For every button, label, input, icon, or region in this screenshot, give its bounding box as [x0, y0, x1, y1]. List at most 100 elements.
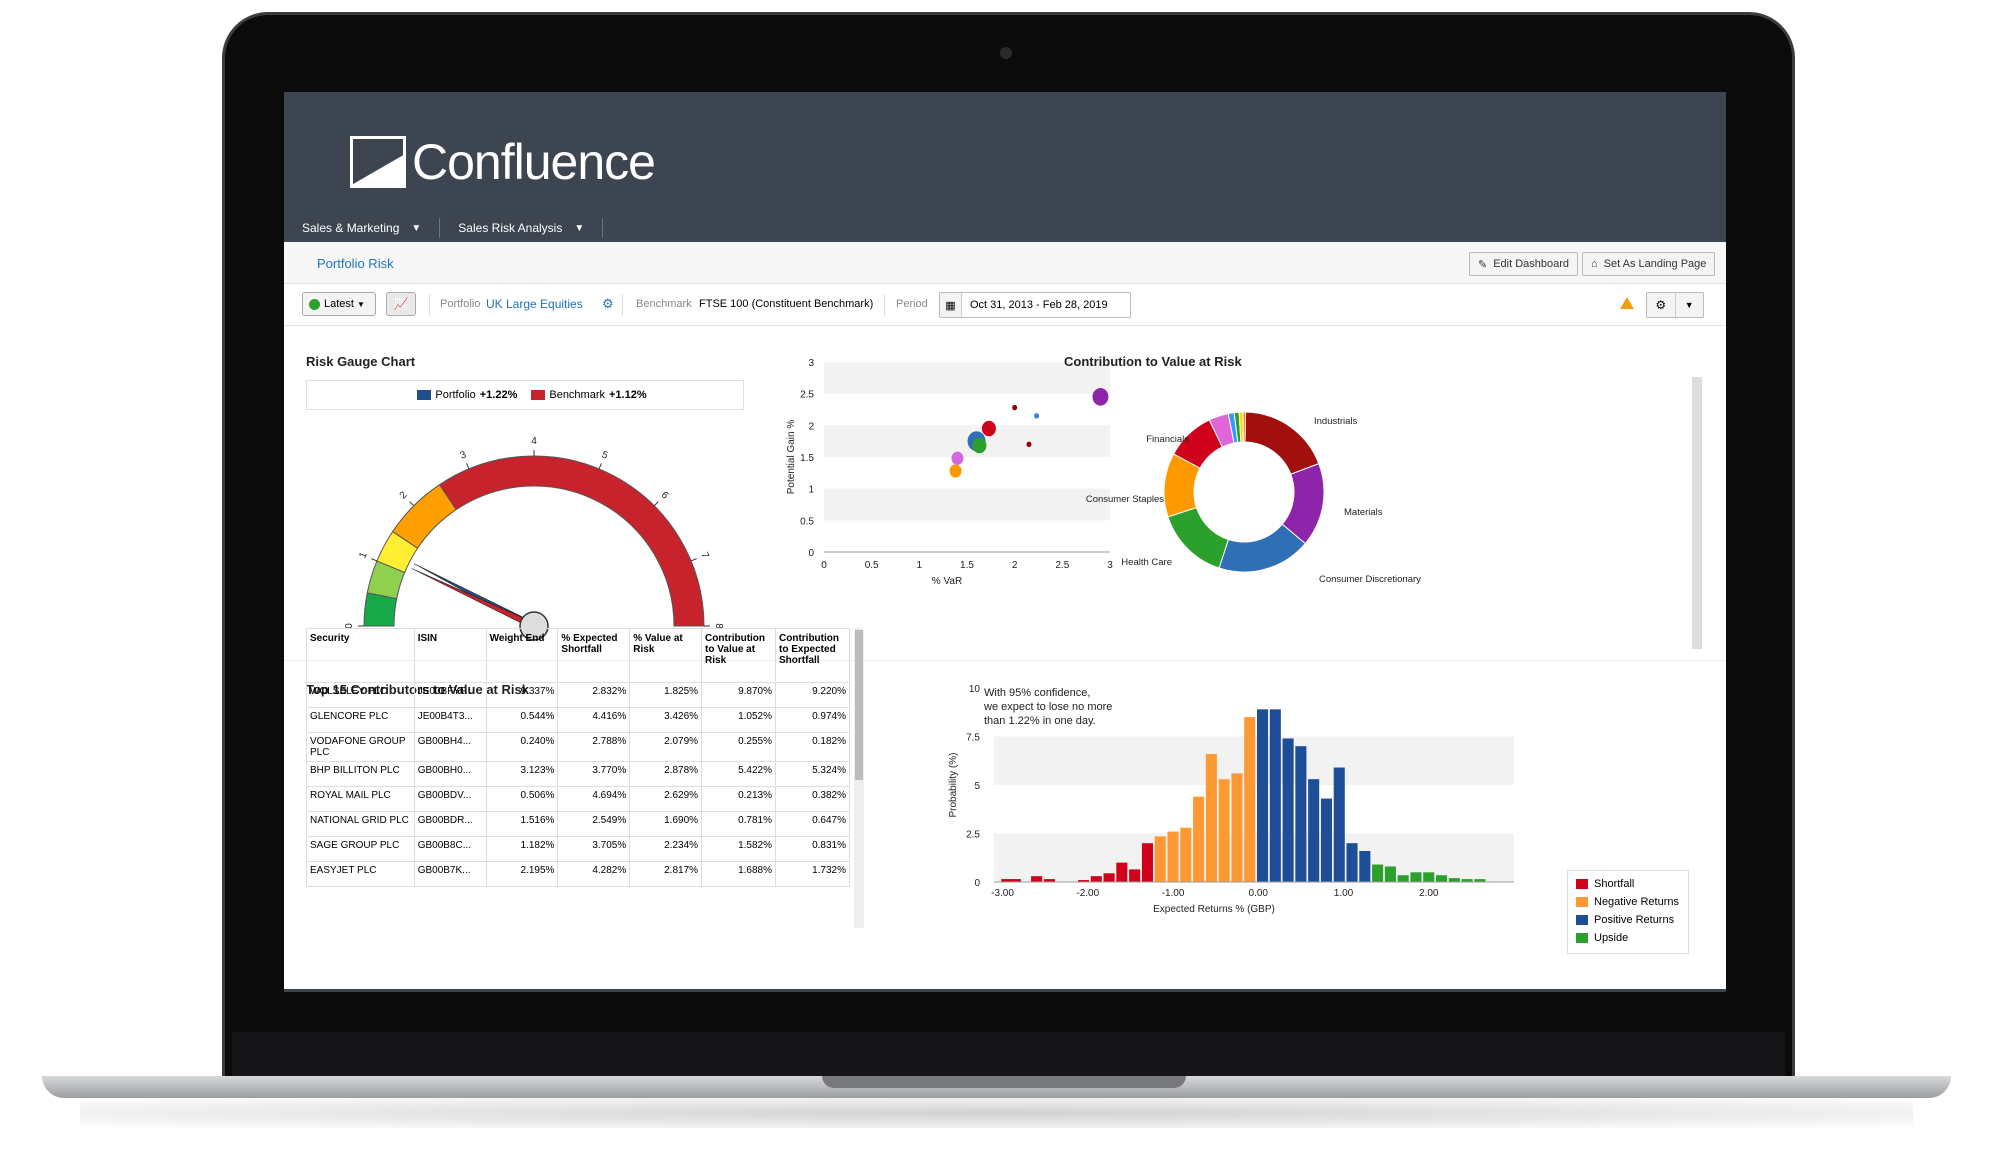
portfolio-label: Portfolio	[440, 298, 481, 310]
cell-isin: GB00BDV...	[413, 786, 487, 812]
settings-dropdown[interactable]: ⚙ ▼	[1646, 292, 1704, 318]
note-line: we expect to lose no more	[984, 701, 1113, 713]
scatter-point	[951, 451, 964, 465]
histogram-bar	[1141, 843, 1153, 882]
bezel-bottom	[232, 1032, 1785, 1080]
gauge-tick-label: 8	[713, 623, 724, 629]
edit-dashboard-button[interactable]: ✎ Edit Dashboard	[1469, 252, 1579, 276]
donut-scrollbar[interactable]	[1692, 377, 1702, 649]
cell-contrib-var: 5.422%	[701, 761, 776, 787]
gauge-tick-label: 2	[398, 489, 410, 501]
legend-item[interactable]: Negative Returns	[1576, 893, 1680, 911]
gauge-tick	[466, 463, 470, 470]
cell-es: 4.282%	[557, 861, 631, 887]
x-tick-label: 0.5	[865, 560, 879, 571]
y-axis-label: Probability (%)	[948, 752, 959, 817]
cell-es: 4.416%	[557, 707, 631, 733]
cell-es: 2.788%	[557, 732, 631, 762]
cell-contrib-var: 1.052%	[701, 707, 776, 733]
cell-contrib-var: 1.582%	[701, 836, 776, 862]
nav-item-sales-marketing[interactable]: Sales & Marketing ▼	[284, 218, 441, 238]
cell-contrib-var: 0.213%	[701, 786, 776, 812]
caret-down-icon: ▼	[356, 299, 365, 309]
set-landing-label: Set As Landing Page	[1603, 258, 1707, 270]
table-row[interactable]: BHP BILLITON PLC GB00BH0... 3.123% 3.770…	[306, 761, 850, 787]
portfolio-selector[interactable]: UK Large Equities	[486, 297, 583, 311]
cell-weight: 0.544%	[485, 707, 559, 733]
x-tick-label: -2.00	[1076, 888, 1099, 899]
line-chart-icon: 📈	[393, 297, 409, 311]
risk-gauge-chart: 0 1 2 3 4 5 6 7 8	[344, 436, 724, 641]
gauge-tick	[409, 501, 415, 507]
y-tick-label: 5	[974, 781, 980, 792]
cell-contrib-es: 0.647%	[775, 811, 850, 837]
chart-view-button[interactable]: 📈	[386, 292, 416, 316]
y-tick-label: 2	[808, 421, 814, 432]
brand-logo[interactable]: Confluence	[350, 132, 656, 192]
cell-security: GLENCORE PLC	[306, 707, 415, 733]
col-value-at-risk[interactable]: % Value at Risk	[629, 628, 703, 683]
histogram-bar	[1410, 872, 1422, 882]
histogram-bar	[1090, 876, 1102, 882]
table-row[interactable]: SAGE GROUP PLC GB00B8C... 1.182% 3.705% …	[306, 836, 850, 862]
upside-swatch	[1576, 933, 1588, 943]
col-isin[interactable]: ISIN	[413, 628, 487, 683]
histogram-bar	[1231, 773, 1243, 882]
cell-contrib-es: 0.831%	[775, 836, 850, 862]
histogram-bar	[1193, 796, 1205, 882]
legend-item[interactable]: Shortfall	[1576, 875, 1680, 893]
contribution-donut-chart: Industrials Materials Consumer Discretiona…	[1086, 411, 1421, 585]
cell-security: VODAFONE GROUP PLC	[306, 732, 415, 762]
warning-icon[interactable]	[1620, 297, 1634, 309]
cell-contrib-es: 0.974%	[775, 707, 850, 733]
histogram-bar	[1448, 878, 1460, 882]
legend-item[interactable]: Upside	[1576, 929, 1680, 947]
cell-es: 3.770%	[557, 761, 631, 787]
donut-slice-label: Health Care	[1121, 557, 1172, 568]
legend-item[interactable]: Positive Returns	[1576, 911, 1680, 929]
benchmark-label: Benchmark	[636, 298, 692, 310]
set-landing-page-button[interactable]: ⌂ Set As Landing Page	[1582, 252, 1716, 276]
gauge-title: Risk Gauge Chart	[306, 354, 416, 369]
cell-weight: 2.195%	[485, 861, 559, 887]
note-line: With 95% confidence,	[984, 687, 1091, 699]
nav-item-label: Sales Risk Analysis	[458, 221, 563, 235]
page-title[interactable]: Portfolio Risk	[317, 256, 394, 271]
table-row[interactable]: VODAFONE GROUP PLC GB00BH4... 0.240% 2.7…	[306, 732, 850, 762]
latest-dropdown[interactable]: Latest ▼	[302, 292, 376, 316]
period-date-picker[interactable]: ▦ Oct 31, 2013 - Feb 28, 2019	[939, 292, 1131, 318]
col-weight-end[interactable]: Weight End	[485, 628, 559, 683]
table-scrollbar-thumb[interactable]	[855, 630, 863, 780]
cell-contrib-var: 0.781%	[701, 811, 776, 837]
col-security[interactable]: Security	[306, 628, 415, 683]
scatter-chart: 0 0.5 1 1.5 2 2.5 3 0 0.5 1 1.5 2 2.5 3 % VaR Potential…	[786, 358, 1113, 587]
table-scrollbar[interactable]	[854, 628, 864, 928]
table-row[interactable]: NATIONAL GRID PLC GB00BDR... 1.516% 2.54…	[306, 811, 850, 837]
cell-security: SAGE GROUP PLC	[306, 836, 415, 862]
table-row[interactable]: WOLSELEY PLC JE00BFYF... 9.337% 2.832% 1…	[306, 682, 850, 708]
col-contribution-es[interactable]: Contribution to Expected Shortfall	[775, 628, 850, 683]
y-tick-label: 1.5	[800, 453, 814, 464]
returns-histogram: -3.00 -2.00 -1.00 0.00 1.00 2.00 0 2.5 5 7.5 10 Exp…	[948, 684, 1514, 915]
scatter-point	[1034, 413, 1040, 419]
portfolio-group-icon[interactable]: ⚙	[602, 296, 614, 311]
gear-icon[interactable]: ⚙	[1647, 293, 1676, 317]
histogram-bar	[1384, 866, 1396, 882]
page-header: Portfolio Risk ✎ Edit Dashboard ⌂ Set As…	[284, 242, 1726, 284]
cell-es: 2.549%	[557, 811, 631, 837]
table-row[interactable]: EASYJET PLC GB00B7K... 2.195% 4.282% 2.8…	[306, 861, 850, 887]
histogram-bar	[1129, 869, 1141, 882]
negative-returns-swatch	[1576, 897, 1588, 907]
col-expected-shortfall[interactable]: % Expected Shortfall	[557, 628, 631, 683]
cell-isin: JE00B4T3...	[413, 707, 487, 733]
nav-item-sales-risk-analysis[interactable]: Sales Risk Analysis ▼	[440, 218, 604, 238]
benchmark-selector[interactable]: FTSE 100 (Constituent Benchmark)	[699, 298, 874, 310]
col-contribution-var[interactable]: Contribution to Value at Risk	[701, 628, 776, 683]
grid-band	[824, 362, 1110, 394]
table-row[interactable]: ROYAL MAIL PLC GB00BDV... 0.506% 4.694% …	[306, 786, 850, 812]
donut-slice-label: Financials	[1146, 434, 1189, 445]
chevron-down-icon[interactable]: ▼	[1684, 300, 1694, 310]
table-row[interactable]: GLENCORE PLC JE00B4T3... 0.544% 4.416% 3…	[306, 707, 850, 733]
histogram-bar	[1218, 779, 1230, 882]
cell-var: 1.690%	[629, 811, 703, 837]
